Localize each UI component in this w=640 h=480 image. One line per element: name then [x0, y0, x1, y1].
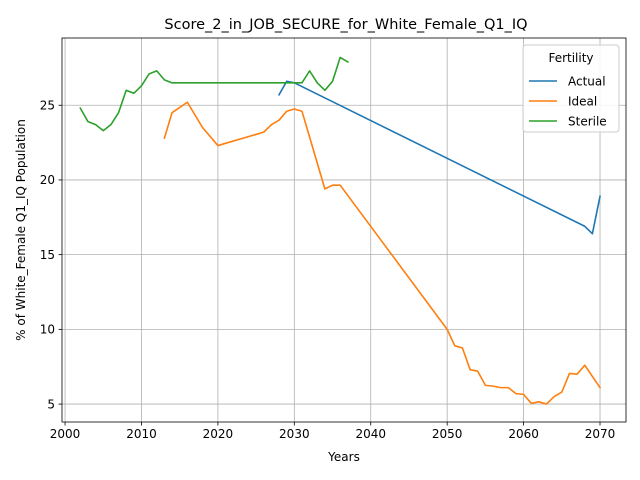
- legend-box: [522, 44, 620, 133]
- series-line-ideal: [163, 101, 602, 405]
- y-tick-label: 25: [40, 99, 55, 113]
- legend-label-actual: Actual: [568, 75, 606, 89]
- plot-frame: [61, 37, 627, 423]
- chart-title: Score_2_in_JOB_SECURE_for_White_Female_Q…: [164, 17, 527, 33]
- legend-title: Fertility: [548, 51, 593, 65]
- legend-items: Actual Ideal Sterile: [529, 75, 607, 129]
- x-tick-label: 2020: [203, 427, 234, 441]
- legend-label-sterile: Sterile: [568, 115, 607, 129]
- x-tick-label: 2010: [126, 427, 157, 441]
- x-tick-label: 2050: [432, 427, 463, 441]
- y-tick-label: 20: [40, 173, 55, 187]
- y-axis: 5 10 15 20 25: [40, 99, 62, 411]
- x-tick-label: 2040: [355, 427, 386, 441]
- y-tick-label: 10: [40, 323, 55, 337]
- x-axis: 2000 2010 2020 2030 2040 2050 2060 2070: [50, 422, 616, 441]
- x-axis-label: Years: [327, 450, 360, 464]
- legend-label-ideal: Ideal: [568, 95, 597, 109]
- x-tick-label: 2070: [585, 427, 616, 441]
- legend: Fertility Actual Ideal Sterile: [522, 44, 620, 133]
- y-tick-label: 15: [40, 248, 55, 262]
- y-axis-label: % of White_Female Q1_IQ Population: [14, 119, 28, 341]
- x-tick-label: 2000: [50, 427, 81, 441]
- series-line-sterile: [79, 56, 349, 132]
- y-tick-label: 5: [47, 397, 55, 411]
- plot-series: [79, 56, 602, 405]
- x-tick-label: 2030: [279, 427, 310, 441]
- x-tick-label: 2060: [508, 427, 539, 441]
